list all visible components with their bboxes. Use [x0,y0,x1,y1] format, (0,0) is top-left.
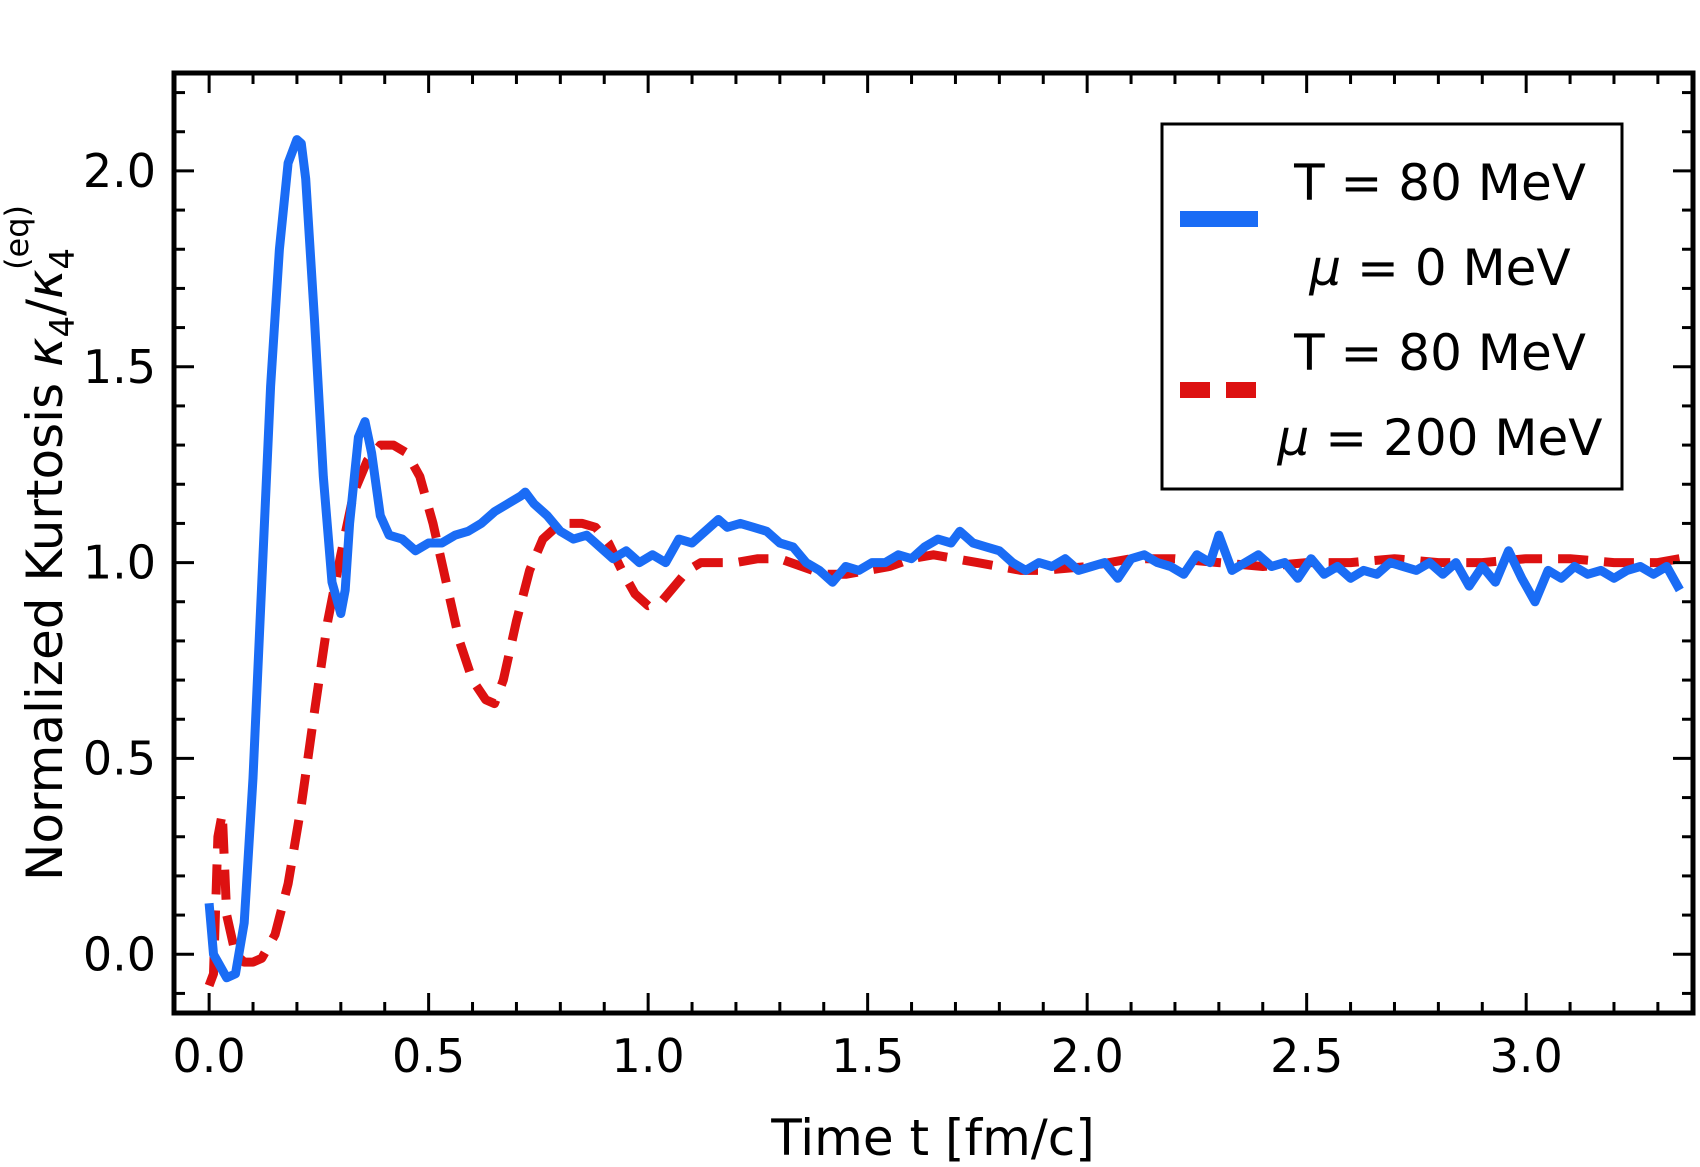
x-tick-label: 0.5 [392,1029,465,1083]
tick-labels: 0.0 0.5 1.0 1.5 2.0 2.5 3.0 0.0 0.5 1.0 1.5 2.0 [83,144,1563,1083]
series-line-2 [204,440,1681,988]
legend-label-2-line2: μ = 200 MeV [1277,409,1603,467]
y-tick-label: 2.0 [83,144,156,198]
legend: T = 80 MeV μ = 0 MeV T = 80 MeV μ = 200 … [1160,122,1624,491]
legend-label-1-line1: T = 80 MeV [1293,154,1586,212]
y-tick-label: 1.0 [83,536,156,590]
x-tick-label: 1.0 [612,1029,685,1083]
series-line-1 [204,135,1684,983]
legend-label-1-line2: μ = 0 MeV [1308,239,1570,297]
y-tick-label: 0.5 [83,731,156,785]
x-axis-label: Time t [fm/c] [770,1109,1094,1167]
x-tick-label: 0.0 [173,1029,246,1083]
x-tick-label: 3.0 [1490,1029,1563,1083]
y-tick-label: 0.0 [83,927,156,981]
x-tick-label: 2.0 [1051,1029,1124,1083]
y-axis-label: Normalized Kurtosis κ4/κ4(eq) [0,205,83,881]
x-tick-label: 2.5 [1270,1029,1343,1083]
ticks-layer [174,73,1693,1013]
legend-label-2-line1: T = 80 MeV [1293,324,1586,382]
series-layer [204,135,1684,988]
plot-frame [171,70,1696,1016]
legend-box [1160,122,1624,491]
y-tick-label: 1.5 [83,340,156,394]
x-tick-label: 1.5 [831,1029,904,1083]
